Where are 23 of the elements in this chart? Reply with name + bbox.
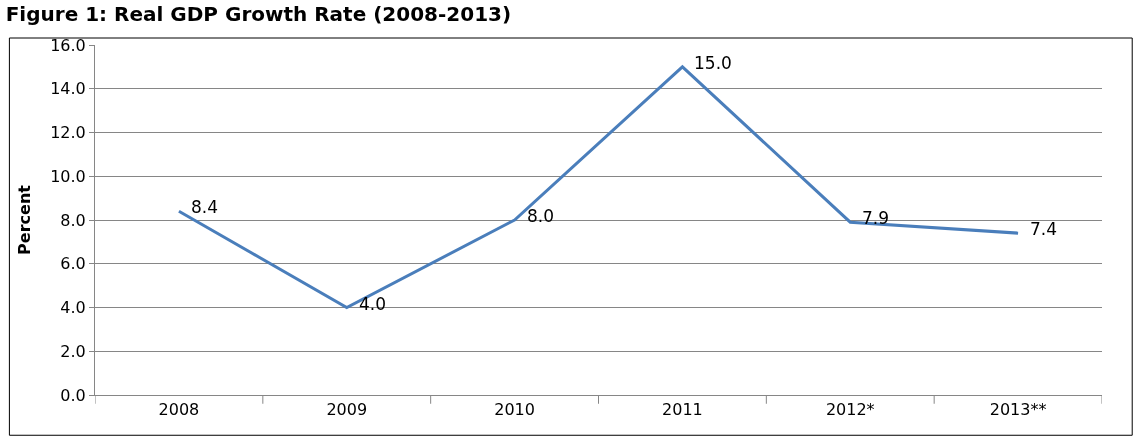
y-axis-title: Percent — [15, 184, 35, 255]
data-label: 8.0 — [527, 206, 555, 226]
y-tick-label: 4.0 — [60, 298, 86, 318]
data-label: 4.0 — [359, 294, 387, 314]
data-label: 7.9 — [862, 208, 890, 228]
data-label: 8.4 — [191, 197, 219, 217]
x-tick-label: 2010 — [494, 400, 535, 420]
y-tick-label: 12.0 — [50, 123, 86, 143]
x-tick-label: 2012* — [825, 400, 875, 420]
chart-title: Figure 1: Real GDP Growth Rate (2008-2013) — [5, 1, 512, 26]
y-tick-label: 8.0 — [60, 210, 86, 230]
x-tick-label: 2011 — [662, 400, 703, 420]
x-tick-label: 2013** — [989, 400, 1047, 420]
x-tick-label: 2008 — [158, 400, 200, 420]
y-tick-label: 14.0 — [50, 79, 86, 99]
y-tick-label: 0.0 — [60, 385, 86, 405]
y-tick-label: 6.0 — [60, 254, 86, 274]
x-tick-label: 2009 — [326, 400, 368, 420]
y-tick-label: 16.0 — [50, 35, 86, 55]
data-label: 7.4 — [1030, 219, 1058, 239]
y-tick-label: 2.0 — [60, 341, 86, 361]
data-label: 15.0 — [694, 53, 732, 73]
y-tick-label: 10.0 — [50, 166, 86, 186]
